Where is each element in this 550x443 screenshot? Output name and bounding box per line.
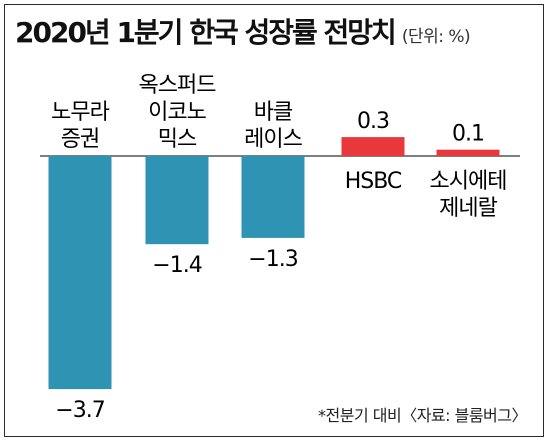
category-label-0-1: 증권 (61, 127, 99, 152)
category-label-1-0: 옥스퍼드 (139, 73, 217, 98)
unit-label: (단위: %) (401, 27, 471, 47)
value-label-0: −3.7 (55, 398, 104, 423)
value-label-2: −1.3 (248, 247, 297, 272)
value-label-4: 0.1 (452, 122, 484, 147)
value-label-3: 0.3 (357, 109, 389, 134)
bar-2 (241, 156, 305, 238)
category-label-2-1: 레이스 (244, 127, 302, 152)
category-label-4-0: 소시에테 (430, 169, 507, 194)
title-row: 2020년 1분기 한국 성장률 전망치 (단위: %) (15, 11, 471, 51)
category-label-0-0: 노무라 (51, 100, 109, 125)
category-label-3-0: HSBC (345, 169, 402, 194)
bar-1 (145, 156, 209, 245)
footnote: *전분기 대비〈자료: 블룸버그〉 (318, 406, 527, 425)
bar-0 (48, 156, 112, 390)
category-label-4-1: 제네랄 (439, 196, 497, 221)
category-label-1-1: 이코노 (148, 100, 206, 125)
bar-3 (341, 137, 405, 156)
category-label-1-2: 믹스 (158, 127, 197, 152)
value-label-1: −1.4 (152, 253, 201, 278)
category-label-2-0: 바클 (254, 100, 293, 125)
bar-4 (436, 149, 500, 156)
chart-title: 2020년 1분기 한국 성장률 전망치 (15, 16, 397, 49)
chart-frame: 2020년 1분기 한국 성장률 전망치 (단위: %) *전분기 대비〈자료:… (4, 4, 544, 437)
